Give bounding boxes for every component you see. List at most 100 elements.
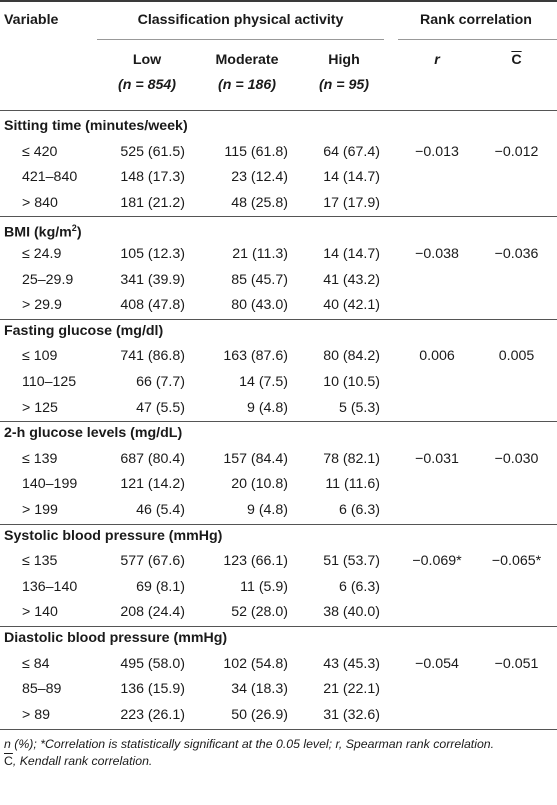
section-title: BMI (kg/m2) bbox=[4, 220, 82, 242]
cell-low: 208 (24.4) bbox=[120, 604, 185, 621]
section-title: Fasting glucose (mg/dl) bbox=[4, 323, 163, 340]
header-high: High bbox=[328, 52, 360, 68]
header-r: r bbox=[434, 52, 440, 68]
cell-moderate: 21 (11.3) bbox=[232, 246, 288, 262]
header-moderate: Moderate bbox=[215, 52, 279, 68]
row-label: > 840 bbox=[22, 194, 58, 211]
section-divider bbox=[0, 216, 557, 218]
header-variable: Variable bbox=[4, 12, 59, 28]
cell-low: 148 (17.3) bbox=[120, 169, 185, 186]
cell-r: −0.038 bbox=[415, 246, 459, 262]
cell-high: 51 (53.7) bbox=[323, 553, 380, 570]
cell-low: 577 (67.6) bbox=[120, 553, 185, 570]
cell-high: 14 (14.7) bbox=[323, 246, 380, 262]
cell-moderate: 85 (45.7) bbox=[231, 271, 288, 288]
cell-low: 687 (80.4) bbox=[120, 450, 185, 467]
header-low-n: (n = 854) bbox=[118, 77, 176, 93]
footnote-line1: n (%); *Correlation is statistically sig… bbox=[4, 737, 495, 752]
section-divider bbox=[0, 318, 557, 320]
cell-moderate: 34 (18.3) bbox=[231, 681, 288, 698]
section-title-text: Sitting time (minutes/week) bbox=[4, 118, 188, 134]
row-label: ≤ 139 bbox=[22, 450, 58, 467]
classification-underline bbox=[97, 39, 384, 40]
cell-high: 21 (22.1) bbox=[323, 681, 380, 698]
cell-low: 223 (26.1) bbox=[120, 706, 185, 723]
section-title: 2-h glucose levels (mg/dL) bbox=[4, 425, 182, 442]
header-bottom-rule bbox=[0, 110, 557, 111]
cell-low: 46 (5.4) bbox=[136, 502, 185, 518]
section-title-text: BMI (kg/m bbox=[4, 225, 72, 242]
cell-high: 14 (14.7) bbox=[323, 169, 380, 186]
cell-c: −0.065* bbox=[491, 553, 542, 570]
row-label: > 140 bbox=[22, 604, 58, 621]
table-bottom-rule bbox=[0, 729, 557, 731]
section-divider bbox=[0, 523, 557, 525]
cell-high: 38 (40.0) bbox=[323, 604, 380, 621]
cell-low: 495 (58.0) bbox=[120, 655, 185, 672]
table-top-rule bbox=[0, 0, 557, 2]
cell-r: −0.013 bbox=[415, 143, 459, 160]
section-title-text: Fasting glucose (mg/dl) bbox=[4, 322, 164, 339]
cell-r: −0.069* bbox=[412, 553, 462, 570]
cell-low: 66 (7.7) bbox=[136, 374, 185, 390]
cell-r: −0.031 bbox=[415, 450, 459, 467]
cell-c: −0.036 bbox=[494, 246, 539, 262]
header-rank-correlation: Rank correlation bbox=[420, 12, 532, 28]
cell-moderate: 20 (10.8) bbox=[231, 476, 288, 493]
row-label: 140–199 bbox=[22, 476, 78, 493]
row-label: ≤ 135 bbox=[22, 553, 58, 570]
row-label: ≤ 109 bbox=[22, 348, 58, 365]
section-title: Sitting time (minutes/week) bbox=[4, 118, 188, 135]
cell-moderate: 80 (43.0) bbox=[231, 297, 288, 314]
cell-low: 136 (15.9) bbox=[120, 681, 185, 698]
cell-low: 408 (47.8) bbox=[120, 297, 185, 314]
section-title-text: Diastolic blood pressure (mmHg) bbox=[4, 630, 228, 646]
cell-moderate: 11 (5.9) bbox=[240, 578, 288, 595]
cell-low: 341 (39.9) bbox=[120, 271, 185, 288]
cell-c: −0.030 bbox=[494, 450, 539, 467]
section-title-text: 2-h glucose levels (mg/dL) bbox=[4, 425, 183, 442]
row-label: 25–29.9 bbox=[22, 271, 74, 288]
cell-high: 78 (82.1) bbox=[323, 450, 380, 467]
row-label: > 29.9 bbox=[22, 297, 62, 314]
section-title-text: Systolic blood pressure (mmHg) bbox=[4, 527, 223, 544]
header-classification: Classification physical activity bbox=[137, 12, 344, 28]
cell-high: 11 (11.6) bbox=[325, 476, 380, 493]
section-divider bbox=[0, 421, 557, 423]
section-title: Diastolic blood pressure (mmHg) bbox=[4, 630, 227, 647]
cell-high: 17 (17.9) bbox=[323, 194, 380, 211]
cell-moderate: 163 (87.6) bbox=[223, 348, 288, 365]
cell-moderate: 123 (66.1) bbox=[223, 553, 288, 570]
section-title-end: ) bbox=[76, 225, 82, 242]
section-divider bbox=[0, 626, 557, 627]
cell-moderate: 14 (7.5) bbox=[239, 374, 288, 390]
cell-moderate: 115 (61.8) bbox=[224, 143, 288, 160]
row-label: ≤ 84 bbox=[22, 655, 50, 672]
cell-moderate: 9 (4.8) bbox=[246, 399, 288, 416]
row-label: 136–140 bbox=[22, 578, 78, 595]
header-moderate-n: (n = 186) bbox=[218, 77, 276, 93]
cell-moderate: 23 (12.4) bbox=[231, 169, 288, 186]
header-c: C bbox=[511, 52, 522, 68]
header-high-n: (n = 95) bbox=[318, 77, 370, 93]
row-label: ≤ 24.9 bbox=[22, 246, 62, 262]
row-label: > 199 bbox=[22, 502, 58, 518]
cell-moderate: 52 (28.0) bbox=[231, 604, 288, 621]
cell-high: 80 (84.2) bbox=[323, 348, 380, 365]
cell-high: 43 (45.3) bbox=[323, 655, 380, 672]
row-label: > 125 bbox=[22, 399, 58, 416]
row-label: ≤ 420 bbox=[22, 143, 58, 160]
cell-low: 741 (86.8) bbox=[120, 348, 185, 365]
cell-c: −0.012 bbox=[494, 143, 539, 160]
row-label: > 89 bbox=[22, 706, 51, 723]
cell-r: 0.006 bbox=[419, 348, 455, 365]
section-title: Systolic blood pressure (mmHg) bbox=[4, 528, 222, 545]
cell-moderate: 50 (26.9) bbox=[231, 706, 288, 723]
cell-high: 40 (42.1) bbox=[323, 297, 380, 314]
cell-c: 0.005 bbox=[498, 348, 535, 365]
cell-low: 69 (8.1) bbox=[136, 578, 185, 595]
cell-low: 105 (12.3) bbox=[120, 246, 185, 262]
row-label: 421–840 bbox=[22, 169, 78, 186]
cell-low: 47 (5.5) bbox=[136, 399, 185, 416]
cell-low: 525 (61.5) bbox=[120, 143, 185, 160]
